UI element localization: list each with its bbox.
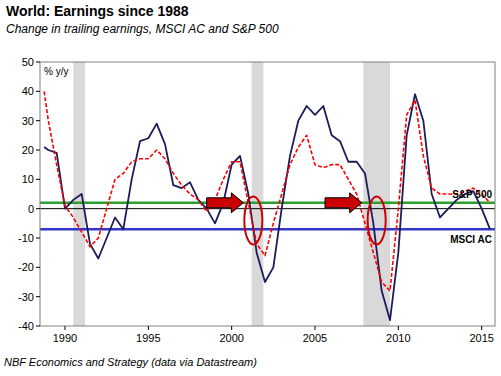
arrow — [325, 193, 362, 213]
y-tick-label: -40 — [18, 320, 34, 332]
y-tick — [36, 150, 40, 151]
x-tick — [481, 326, 482, 330]
y-tick — [36, 91, 40, 92]
shaded-period — [252, 62, 264, 326]
chart: World: Earnings since 1988 Change in trai… — [0, 0, 501, 376]
subtitle: Change in trailing earnings, MSCI AC and… — [6, 22, 279, 36]
y-tick-label: 30 — [22, 115, 34, 127]
plot-area — [40, 62, 495, 326]
y-tick — [36, 62, 40, 63]
y-tick — [36, 238, 40, 239]
zero-line — [40, 208, 495, 209]
series-line — [44, 94, 490, 320]
y-tick-label: -10 — [18, 232, 34, 244]
y-tick-label: -30 — [18, 291, 34, 303]
x-tick-label: 2005 — [303, 332, 327, 344]
series-label: MSCI AC — [450, 234, 492, 245]
source: NBF Economics and Strategy (data via Dat… — [4, 356, 257, 368]
plot-frame — [40, 62, 495, 326]
y-tick — [36, 208, 40, 209]
highlight-circle — [368, 196, 386, 244]
y-tick-label: 0 — [28, 203, 34, 215]
x-tick — [231, 326, 232, 330]
x-tick-label: 2000 — [219, 332, 243, 344]
y-tick-label: -20 — [18, 261, 34, 273]
y-tick-label: 40 — [22, 85, 34, 97]
y-tick-label: 20 — [22, 144, 34, 156]
arrow — [207, 193, 244, 213]
x-tick — [315, 326, 316, 330]
x-tick — [398, 326, 399, 330]
shaded-period — [73, 62, 85, 326]
x-tick-label: 1995 — [136, 332, 160, 344]
x-tick — [65, 326, 66, 330]
y-axis-label: % y/y — [44, 66, 68, 77]
x-tick-label: 2015 — [469, 332, 493, 344]
x-tick-label: 2010 — [386, 332, 410, 344]
title: World: Earnings since 1988 — [6, 3, 189, 19]
series-line — [44, 91, 490, 290]
y-tick — [36, 120, 40, 121]
y-tick — [36, 326, 40, 327]
reference-line — [40, 228, 495, 231]
y-tick — [36, 179, 40, 180]
shaded-period — [363, 62, 390, 326]
y-tick — [36, 267, 40, 268]
x-tick-label: 1990 — [53, 332, 77, 344]
y-tick-label: 50 — [22, 56, 34, 68]
x-tick — [148, 326, 149, 330]
y-tick-label: 10 — [22, 173, 34, 185]
highlight-circle — [244, 196, 262, 244]
y-tick — [36, 296, 40, 297]
series-label: S&P 500 — [452, 189, 492, 200]
